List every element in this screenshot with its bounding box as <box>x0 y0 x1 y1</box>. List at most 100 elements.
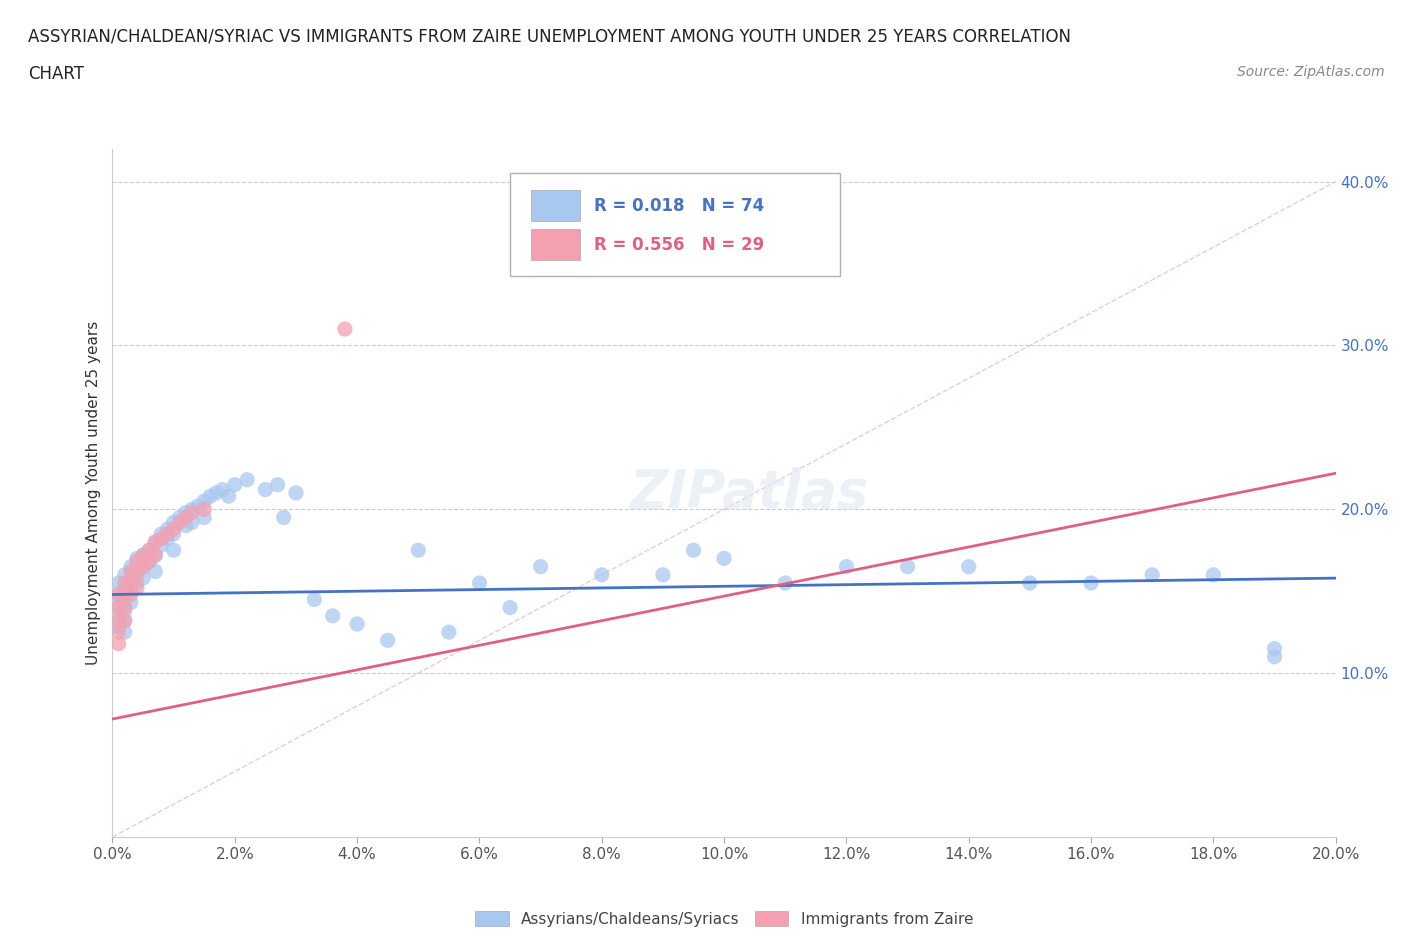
Point <box>193 510 215 525</box>
Point <box>114 625 136 640</box>
Point <box>169 510 191 525</box>
Point <box>120 584 142 599</box>
Point <box>120 565 142 579</box>
Point <box>114 604 136 618</box>
Point <box>114 567 136 582</box>
Point <box>120 595 142 610</box>
Point <box>107 608 129 623</box>
Point <box>107 636 129 651</box>
Point <box>218 489 240 504</box>
Point <box>273 510 295 525</box>
Point <box>132 559 155 574</box>
Point <box>897 559 920 574</box>
Point <box>284 485 308 500</box>
Point <box>138 543 160 558</box>
Point <box>193 502 215 517</box>
Point <box>107 597 129 612</box>
Text: R = 0.556   N = 29: R = 0.556 N = 29 <box>595 236 765 254</box>
Point <box>408 543 430 558</box>
Point <box>835 559 858 574</box>
Point <box>1264 649 1286 664</box>
Point <box>120 571 142 586</box>
Point <box>1080 576 1102 591</box>
Point <box>254 482 277 497</box>
Point <box>107 600 129 615</box>
Point <box>114 600 136 615</box>
Point <box>143 535 166 550</box>
Point <box>775 576 797 591</box>
Y-axis label: Unemployment Among Youth under 25 years: Unemployment Among Youth under 25 years <box>86 321 101 665</box>
FancyBboxPatch shape <box>510 173 841 276</box>
Point <box>236 472 259 487</box>
Point <box>1142 567 1164 582</box>
Point <box>125 551 148 565</box>
Point <box>652 567 675 582</box>
Point <box>181 505 204 520</box>
Point <box>174 505 197 520</box>
Point <box>304 592 326 607</box>
Point <box>163 543 186 558</box>
Point <box>499 600 522 615</box>
Point <box>114 580 136 595</box>
Bar <box>531 190 579 221</box>
Point <box>163 522 186 537</box>
Point <box>114 613 136 628</box>
Point <box>181 502 204 517</box>
Point <box>211 482 233 497</box>
Point <box>107 587 129 602</box>
Point <box>174 510 197 525</box>
Point <box>205 485 228 500</box>
Point <box>107 576 129 591</box>
Point <box>120 576 142 591</box>
Point <box>138 543 160 558</box>
Point <box>187 498 209 513</box>
Point <box>143 548 166 563</box>
Point <box>156 522 179 537</box>
Point <box>143 535 166 550</box>
Point <box>957 559 980 574</box>
Point <box>143 548 166 563</box>
Point <box>346 617 368 631</box>
Point <box>107 625 129 640</box>
Point <box>120 587 142 602</box>
Point <box>132 548 155 563</box>
Point <box>120 559 142 574</box>
Point <box>591 567 613 582</box>
Point <box>224 477 246 492</box>
Point <box>437 625 460 640</box>
Point <box>125 580 148 595</box>
Point <box>174 518 197 533</box>
Point <box>1202 567 1225 582</box>
Point <box>193 494 215 509</box>
Point <box>156 526 179 541</box>
Point <box>114 613 136 628</box>
Point <box>377 633 399 648</box>
Point <box>114 587 136 602</box>
Point <box>530 559 553 574</box>
Point <box>150 531 173 546</box>
Text: Source: ZipAtlas.com: Source: ZipAtlas.com <box>1237 65 1385 79</box>
Point <box>143 565 166 579</box>
Point <box>107 587 129 602</box>
Text: ZIPatlas: ZIPatlas <box>628 467 868 519</box>
Point <box>150 538 173 552</box>
Point <box>138 554 160 569</box>
Text: ASSYRIAN/CHALDEAN/SYRIAC VS IMMIGRANTS FROM ZAIRE UNEMPLOYMENT AMONG YOUTH UNDER: ASSYRIAN/CHALDEAN/SYRIAC VS IMMIGRANTS F… <box>28 28 1071 46</box>
Legend: Assyrians/Chaldeans/Syriacs, Immigrants from Zaire: Assyrians/Chaldeans/Syriacs, Immigrants … <box>467 903 981 930</box>
Point <box>132 559 155 574</box>
Point <box>125 563 148 578</box>
Text: R = 0.018   N = 74: R = 0.018 N = 74 <box>595 196 765 215</box>
Point <box>156 531 179 546</box>
Point <box>468 576 491 591</box>
Point <box>200 489 222 504</box>
Point <box>114 576 136 591</box>
Point <box>169 515 191 530</box>
Point <box>125 554 148 569</box>
Text: CHART: CHART <box>28 65 84 83</box>
Point <box>333 322 356 337</box>
Point <box>163 515 186 530</box>
Point <box>1264 641 1286 656</box>
Point <box>181 515 204 530</box>
Point <box>322 608 344 623</box>
Point <box>150 526 173 541</box>
